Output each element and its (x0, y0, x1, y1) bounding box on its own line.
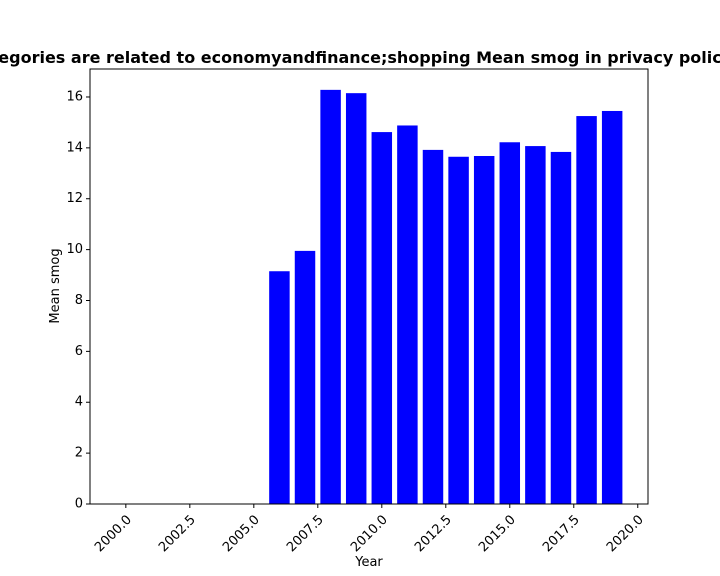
y-tick-label: 8 (75, 293, 83, 308)
y-axis-label: Mean smog (48, 248, 63, 323)
y-tick-label: 12 (66, 191, 83, 206)
bar-2019 (601, 110, 623, 504)
y-tick-label: 10 (66, 242, 83, 257)
bar-2017 (550, 151, 572, 505)
x-tick-label: 2015.0 (476, 512, 519, 555)
x-tick-label: 2012.5 (412, 512, 455, 555)
bars-layer (269, 89, 623, 505)
x-tick-label: 2005.0 (220, 512, 263, 555)
bar-2012 (422, 149, 444, 505)
y-tick-label: 0 (75, 497, 83, 512)
bar-2007 (294, 250, 316, 504)
x-tick-label: 2010.0 (348, 512, 391, 555)
bar-2010 (371, 132, 393, 505)
x-tick-label: 2020.0 (604, 512, 647, 555)
chart-title: egories are related to economyandfinance… (0, 48, 720, 67)
y-tick-label: 6 (75, 344, 83, 359)
x-tick-label: 2007.5 (284, 512, 327, 555)
y-tick-label: 2 (75, 446, 83, 461)
bar-2013 (448, 156, 469, 504)
plot-frame (89, 68, 649, 505)
bar-2014 (473, 156, 495, 504)
x-tick-label: 2000.0 (92, 512, 135, 555)
bar-2016 (525, 146, 546, 504)
y-tick-label: 4 (75, 395, 83, 410)
y-axis: 0 2 4 6 8 10 12 14 16 (66, 89, 90, 512)
bar-2009 (345, 93, 367, 505)
bar-2008 (320, 89, 341, 504)
y-tick-label: 16 (66, 89, 83, 104)
bar-2018 (576, 116, 597, 504)
x-axis: 2000.0 2002.5 2005.0 2007.5 2010.0 2012.5 2015… (92, 504, 647, 555)
bar-2015 (499, 142, 521, 504)
x-axis-label: Year (354, 555, 383, 570)
x-tick-label: 2017.5 (540, 512, 583, 555)
bar-2011 (397, 125, 418, 504)
bar-2006 (269, 271, 290, 504)
x-tick-label: 2002.5 (156, 512, 199, 555)
y-tick-label: 14 (66, 140, 83, 155)
